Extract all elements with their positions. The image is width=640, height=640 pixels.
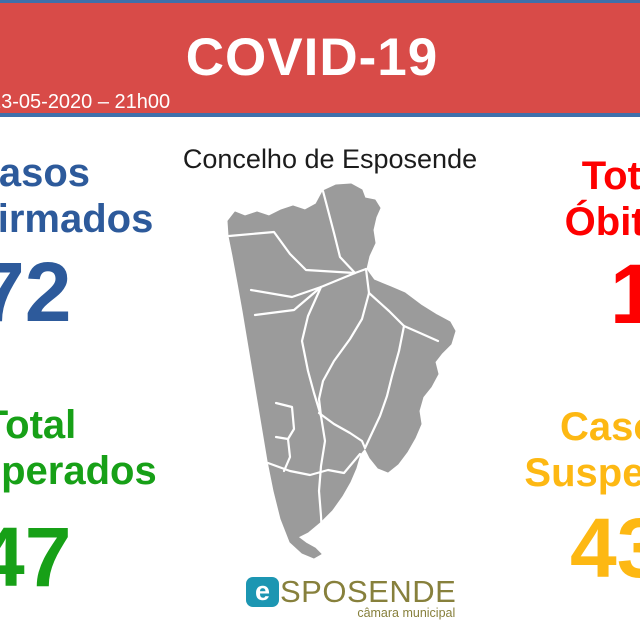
header-band: COVID-19 23-05-2020 – 21h00 [0,3,640,113]
suspected-cases-label: Casos Suspeitos [524,404,640,496]
header-divider-line [0,113,640,117]
suspected-cases-label-line1: Casos [559,405,640,449]
logo-brand-text: SPOSENDE [280,574,457,609]
confirmed-cases-value: 72 [0,245,72,339]
page-title: COVID-19 [185,28,439,87]
recovered-label-line2: Recuperados [0,449,157,493]
confirmed-cases-label: Casos Confirmados [0,150,153,242]
map-title: Concelho de Esposende [182,144,478,174]
confirmed-cases-label-line1: Casos [0,151,91,195]
map-silhouette [227,183,456,559]
esposende-map [227,183,456,559]
recovered-value: 47 [0,510,72,604]
deaths-label-line1: Total [581,154,640,198]
confirmed-cases-label-line2: Confirmados [0,197,154,241]
deaths-label: Total Óbitos [565,153,640,245]
map-container [224,181,459,559]
logo-e-icon: e [246,577,279,607]
parish-boundaries [227,189,440,538]
deaths-label-line2: Óbitos [564,200,640,244]
suspected-cases-label-line2: Suspeitos [524,451,640,495]
logo-tagline: câmara municipal [357,606,456,620]
suspected-cases-value: 43 [570,501,640,595]
esposende-logo: e SPOSENDE câmara municipal [246,574,457,620]
recovered-label: Total Recuperados [0,402,157,494]
recovered-label-line1: Total [0,403,77,447]
top-divider-line [0,0,640,3]
report-datetime: 23-05-2020 – 21h00 [0,91,171,113]
deaths-value: 1 [610,247,640,341]
